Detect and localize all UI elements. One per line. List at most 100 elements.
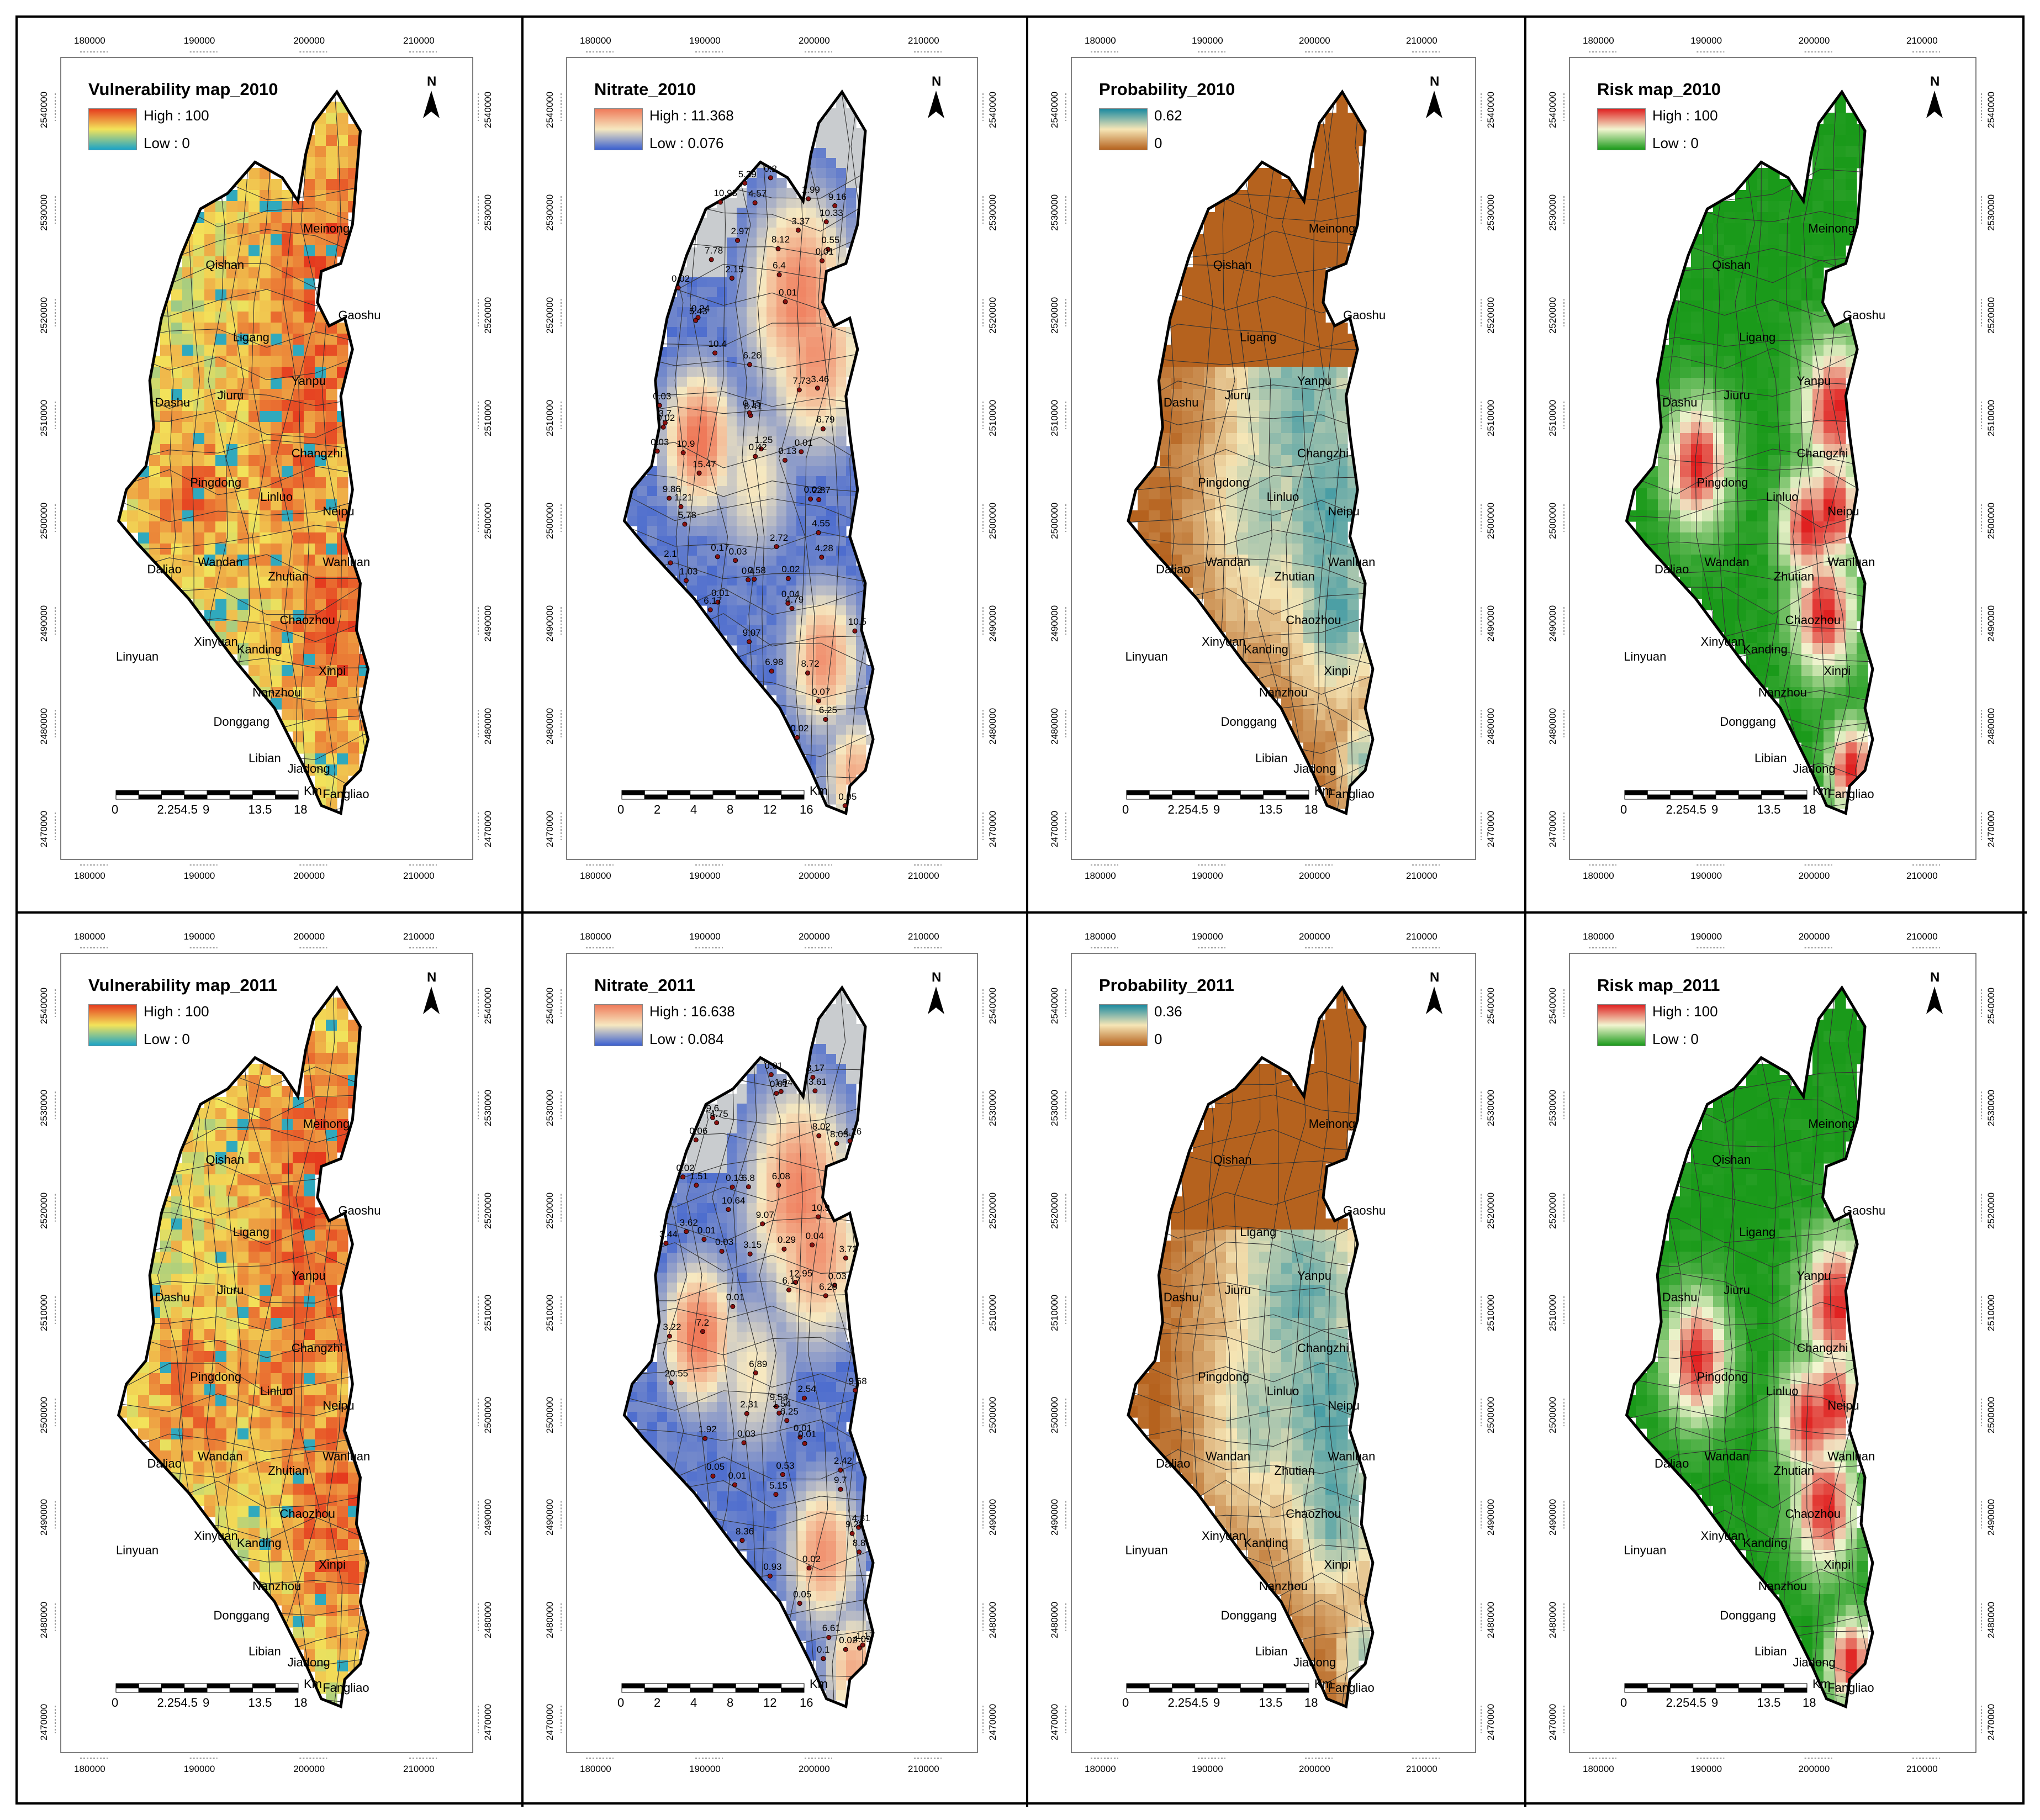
y-tick-label-right: 2490000 [1986,1499,1996,1536]
sample-point [805,670,810,676]
y-tick-label-right: 2510000 [987,399,998,436]
y-tick-label-left: 2510000 [1547,1294,1558,1331]
sample-point [834,1141,839,1146]
sample-value-label: 3.22 [663,1322,681,1333]
town-label: Ligang [232,330,269,344]
sample-point [774,1404,779,1409]
x-tick-label-top: 190000 [1690,35,1722,46]
map-panel-nitrate-2010: 180000 180000 190000 190000 200000 200000 2100… [524,18,1028,914]
sample-value-label: 10.64 [721,1195,746,1206]
sample-value-label: 0.02 [781,564,800,575]
sample-point [782,457,788,463]
sample-point [816,1133,822,1138]
y-tick-label-left: 2510000 [545,1294,555,1331]
sample-value-label: 3.7 [658,408,672,419]
town-label: Changzhi [1796,1341,1848,1355]
x-tick-label-bottom: 180000 [1085,871,1116,881]
y-tick-label-left: 2520000 [1049,297,1060,334]
sample-value-label: 6.79 [816,414,835,425]
north-label: N [1930,74,1940,89]
sample-point [733,558,738,563]
sample-value-label: 0.2 [764,163,777,174]
sample-value-label: 7.73 [792,375,811,386]
north-arrow-icon [1926,91,1943,118]
town-label: Qishan [1213,257,1252,272]
sample-value-label: 0.15 [743,398,762,409]
map-canvas [1065,947,1482,1759]
legend-low-label: Low : 0 [144,135,190,151]
sample-point [700,1329,706,1334]
town-label: Xinyuan [1202,1528,1246,1543]
y-tick-label-right: 2480000 [1486,708,1496,745]
north-label: N [427,74,437,89]
y-tick-label-left: 2480000 [1049,708,1060,745]
y-tick-label-right: 2520000 [483,297,493,334]
town-label: Libian [1255,751,1288,765]
sample-value-label: 12.95 [789,1268,813,1279]
town-label: Xinpi [1324,663,1351,678]
town-label: Donggang [1220,714,1277,729]
x-tick-label-bottom: 210000 [908,1764,939,1774]
sample-value-label: 6.17 [704,595,722,606]
town-label: Libian [249,751,281,765]
town-label: Neipu [323,1399,355,1413]
y-tick-label-left: 2470000 [1049,1703,1060,1740]
x-tick-label-bottom: 210000 [403,1764,435,1774]
sample-value-label: 6.25 [818,705,838,716]
sample-value-label: 0.01 [726,1292,744,1303]
x-tick-label-top: 200000 [293,931,325,942]
sample-point [847,1138,853,1143]
scale-bar-label: 9 [1711,803,1719,816]
town-label: Daliao [1655,562,1689,577]
legend-low-label: Low : 0.076 [649,135,724,151]
town-label: Fangliao [1827,1680,1874,1695]
sample-point [758,446,764,452]
sample-value-label: 1.94 [774,1077,793,1088]
town-label: Meinong [1808,1116,1855,1131]
sample-point [657,403,662,408]
x-tick-label-top: 180000 [1583,35,1614,46]
y-tick-label-right: 2530000 [987,1090,998,1127]
y-tick-label-left: 2530000 [1049,194,1060,231]
x-tick-label-top: 190000 [1192,35,1223,46]
y-tick-label-right: 2520000 [1486,297,1496,334]
sample-point [816,1214,821,1220]
sample-value-label: 0.58 [747,565,766,576]
town-label: Wandan [198,1449,243,1463]
sample-point [793,1280,799,1285]
sample-value-label: 0.01 [815,246,834,257]
town-label: Xinyuan [194,1528,238,1543]
sample-value-label: 0.1 [816,1644,830,1655]
y-tick-label-right: 2530000 [483,1090,493,1127]
north-arrow-icon [1926,987,1943,1014]
y-tick-label-right: 2490000 [987,1499,998,1536]
sample-point [821,1656,826,1661]
sample-point [838,1486,843,1492]
town-label: Yanpu [1796,1268,1831,1283]
sample-point [776,272,782,277]
town-label: Qishan [205,1153,245,1167]
sample-point [838,1467,843,1473]
raster-surface [1626,92,1868,809]
scale-bar-label: 9 [1213,803,1220,816]
sample-value-label: 0.01 [728,1470,747,1481]
y-tick-label-left: 2490000 [1547,1499,1558,1536]
sample-point [694,1183,699,1188]
sample-point [667,1333,672,1339]
y-tick-label-right: 2480000 [1986,1601,1996,1638]
scale-bar-unit: Km [304,1677,322,1691]
sample-point [816,698,821,704]
sample-value-label: 0.01 [769,1079,788,1090]
y-tick-label-left: 2540000 [1547,987,1558,1024]
scale-bar-unit: Km [304,784,322,798]
sample-value-label: 0.17 [711,542,730,553]
y-tick-label-right: 2500000 [1486,1396,1496,1434]
sample-point [680,1174,686,1180]
town-label: Xinpi [319,663,346,678]
sample-point [693,318,699,323]
scale-bar-label: 18 [294,803,308,816]
town-label: Pingdong [1697,475,1748,489]
sample-point [715,554,720,560]
study-area-boundary [1127,985,1375,1709]
sample-value-label: 1.92 [698,1424,717,1435]
